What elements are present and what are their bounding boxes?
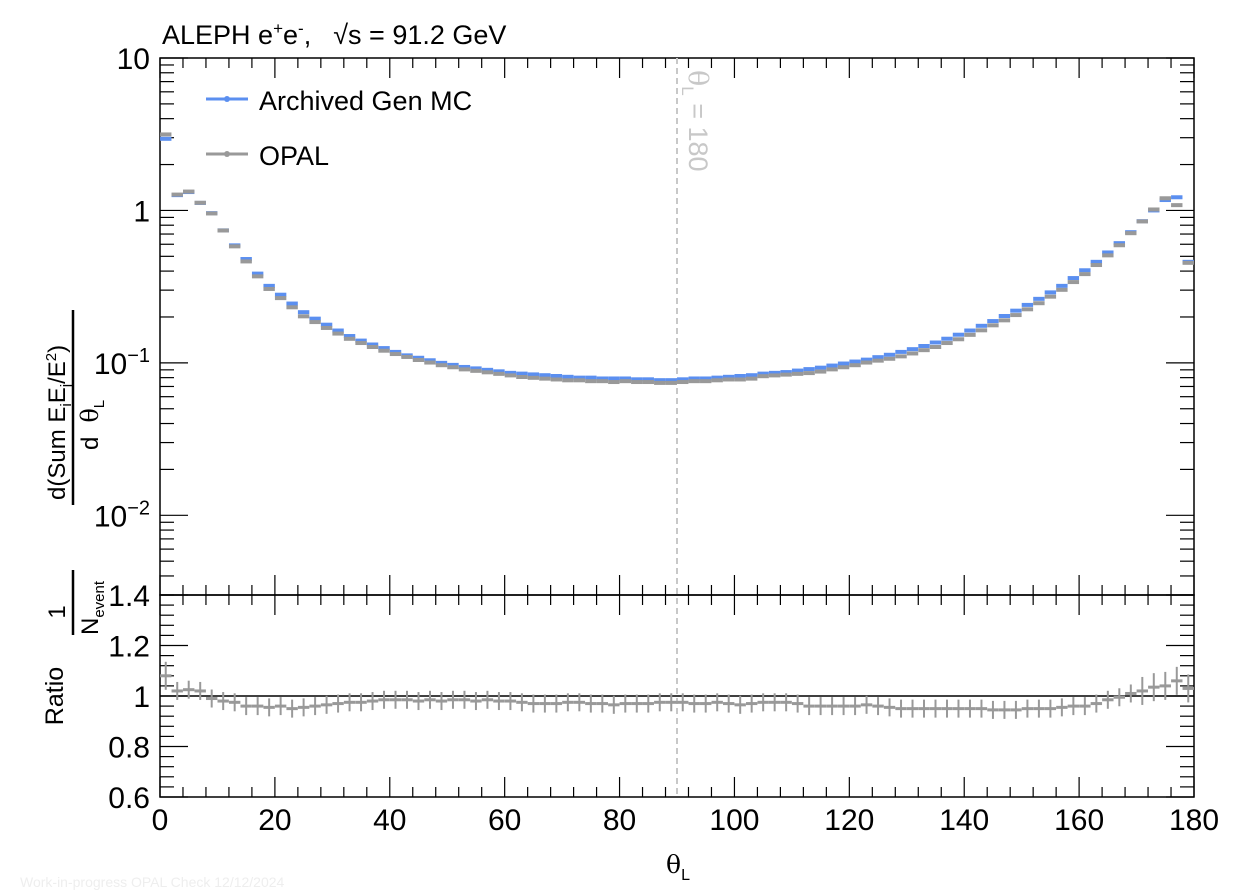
svg-text:Nevent: Nevent	[77, 580, 108, 635]
ratio-tick-label: 1.4	[108, 580, 150, 613]
x-tick-label: 120	[824, 804, 874, 837]
x-tick-label: 40	[373, 804, 406, 837]
legend: Archived Gen MC OPAL	[206, 86, 472, 171]
x-tick-label: 180	[1169, 804, 1219, 837]
y-tick-label: 10−2	[94, 497, 150, 533]
watermark: Work-in-progress OPAL Check 12/12/2024	[20, 874, 285, 890]
vertical-reference-line: θL = 180	[676, 58, 713, 797]
vline-label: θL = 180	[678, 70, 713, 172]
ratio-y-label: Ratio	[41, 667, 69, 725]
y-axis-label: d(Sum EiEj/E2) dθL 1 Nevent	[43, 310, 108, 635]
x-tick-label: 100	[709, 804, 759, 837]
svg-text:d(Sum EiEj/E2): d(Sum EiEj/E2)	[43, 345, 75, 500]
x-tick-label: 80	[603, 804, 636, 837]
y-tick-label: 10−1	[94, 345, 150, 381]
y-tick-label: 1	[133, 195, 150, 228]
legend-label-mc: Archived Gen MC	[259, 86, 472, 116]
x-tick-label: 60	[488, 804, 521, 837]
x-axis-label: θL	[666, 850, 690, 884]
chart-title: ALEPH e+e-, √s = 91.2 GeV	[162, 19, 506, 50]
x-tick-label: 0	[152, 804, 169, 837]
x-tick-label: 20	[258, 804, 291, 837]
data-series	[160, 132, 1194, 385]
axis-ticks	[159, 57, 1195, 798]
svg-text:dθL: dθL	[76, 400, 108, 450]
ratio-tick-label: 1.2	[108, 631, 150, 664]
ratio-tick-label: 0.8	[108, 732, 150, 765]
x-tick-label: 160	[1054, 804, 1104, 837]
x-tick-label: 140	[939, 804, 989, 837]
legend-label-opal: OPAL	[259, 141, 329, 171]
svg-text:1: 1	[44, 605, 71, 618]
ratio-tick-label: 1	[133, 681, 150, 714]
y-tick-label: 10	[117, 43, 150, 76]
legend-marker-opal	[224, 151, 230, 157]
legend-marker-mc	[224, 96, 230, 102]
ratio-tick-label: 0.6	[108, 782, 150, 815]
tick-labels: 0 20 40 60 80 100 120 140 160 180 10 1 10−1 10−2 1.4 1.…	[94, 43, 1219, 837]
ratio-series	[160, 661, 1194, 719]
